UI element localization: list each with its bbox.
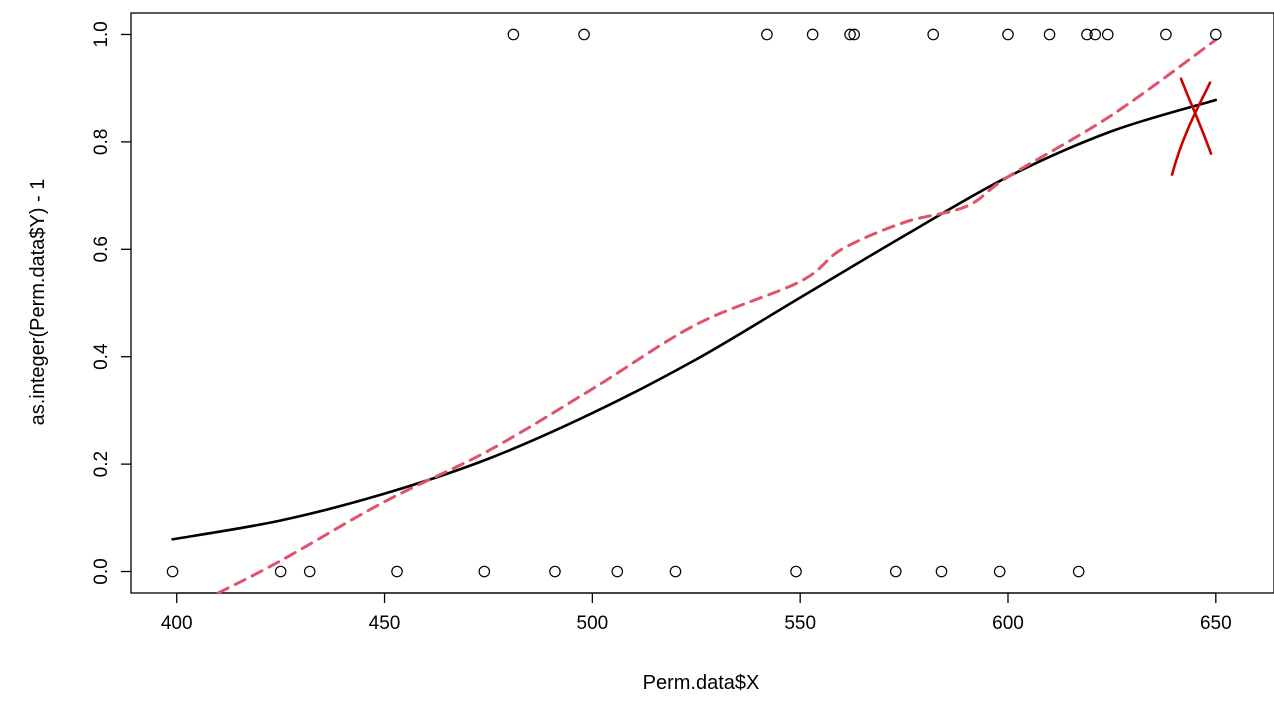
y-tick-label: 1.0 [91,21,112,47]
data-point [1210,28,1222,41]
data-point [1101,28,1114,41]
data-point [611,565,624,578]
data-point [1160,28,1172,41]
data-point [391,565,403,578]
y-tick-label: 0.2 [91,451,112,477]
y-tick-label: 0.6 [91,236,112,262]
dashed-smoother-curve [216,38,1218,595]
data-points [166,28,1222,578]
x-tick-label: 550 [784,613,816,634]
data-point [761,28,773,41]
x-tick-label: 450 [369,613,401,634]
data-point [274,565,287,578]
plot-frame [130,12,1274,594]
data-point [790,565,802,578]
fitted-curves [171,38,1218,595]
data-point [478,565,491,578]
data-point [993,565,1006,578]
solid-fitted-curve [171,98,1218,541]
y-axis-title: as.integer(Perm.data$Y) - 1 [27,179,49,426]
x-tick-label: 650 [1200,613,1232,634]
x-tick-label: 400 [161,613,193,634]
data-point [1089,28,1102,41]
data-point [578,28,590,41]
data-point [806,28,819,41]
data-point [935,565,948,578]
data-point [669,565,682,578]
data-point [927,28,939,41]
annotation-stroke [1170,81,1212,176]
data-point [166,565,179,578]
data-point [1072,565,1085,578]
annotation-layer [1170,77,1213,176]
x-axis: 400 450 500 550 600 650 [161,592,1232,634]
data-point [549,565,561,578]
x-tick-label: 600 [992,613,1024,634]
y-tick-label: 0.8 [91,129,112,155]
data-point [848,28,861,41]
data-point [889,565,902,578]
data-point [1043,28,1056,41]
data-point [1081,28,1093,41]
data-point [303,565,316,578]
data-point [507,28,520,41]
data-point [1002,28,1014,41]
y-tick-label: 0.4 [91,343,112,370]
y-axis: 0.0 0.2 0.4 0.6 0.8 1.0 [91,21,131,585]
data-point [844,28,856,41]
y-tick-label: 0.0 [91,558,112,584]
x-tick-label: 500 [577,613,609,634]
x-axis-title: Perm.data$X [643,672,760,694]
